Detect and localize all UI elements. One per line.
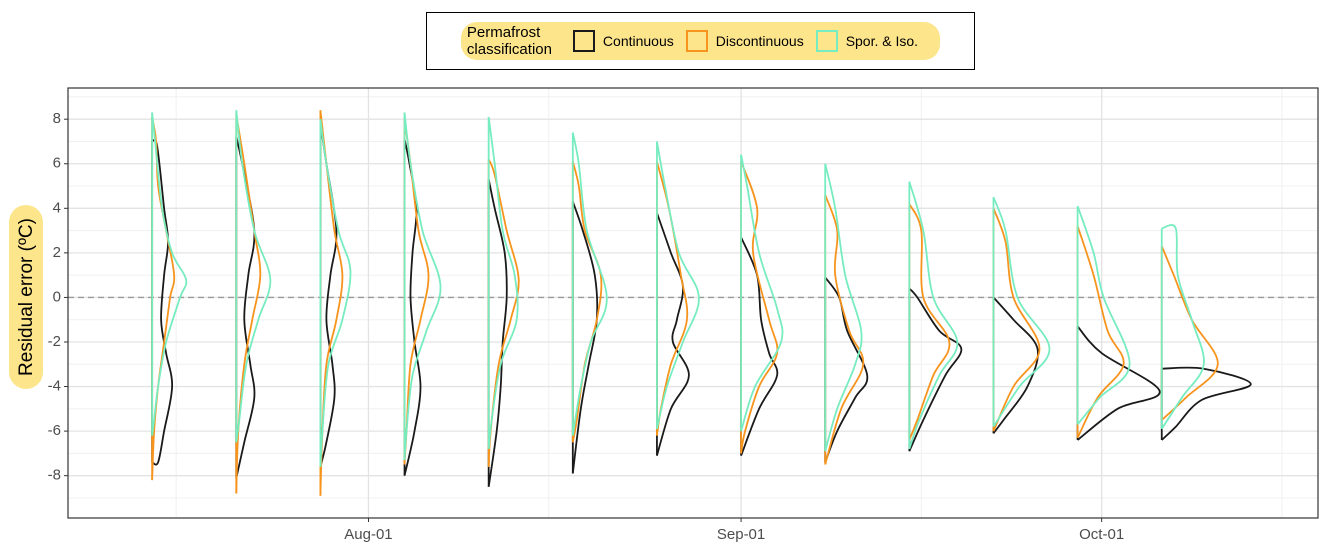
violin-outline — [908, 203, 951, 441]
y-tick-label: -2 — [48, 333, 61, 350]
x-tick-label: Aug-01 — [344, 526, 392, 542]
violin-outline — [992, 207, 1041, 432]
legend-swatch — [685, 30, 708, 52]
y-tick-label: 8 — [53, 110, 61, 127]
violin-outline — [571, 161, 603, 443]
legend: Permafrost classification Continuous Disc… — [426, 12, 975, 70]
violin-outline — [151, 138, 174, 466]
violin-outline — [403, 112, 442, 461]
violin-outline — [908, 181, 959, 450]
violin-outline — [740, 154, 784, 432]
x-tick-label: Oct-01 — [1079, 526, 1124, 542]
y-tick-label: 4 — [53, 199, 61, 216]
legend-item: Spor. & Iso. — [815, 30, 919, 52]
violin-outline — [1076, 205, 1131, 425]
y-axis-title-group: Residual error (ºC) — [9, 205, 43, 389]
legend-swatch — [572, 30, 595, 52]
violin-outline — [235, 110, 272, 443]
violin-outline — [824, 163, 863, 452]
legend-item: Discontinuous — [685, 30, 804, 52]
legend-keys: Continuous Discontinuous Spor. & Iso. — [572, 30, 930, 52]
violin-outline — [908, 287, 963, 452]
y-tick-label: 6 — [53, 155, 61, 172]
plot-background — [68, 88, 1318, 518]
y-tick-label: 0 — [53, 288, 61, 305]
y-tick-label: -6 — [48, 422, 61, 439]
violin-outline — [571, 132, 608, 436]
violin-outline — [319, 119, 352, 467]
violin-outline — [151, 112, 188, 436]
legend-label: Discontinuous — [715, 33, 804, 49]
violin-outline — [1161, 224, 1205, 430]
violin-outline — [824, 194, 865, 465]
x-tick-label: Sep-01 — [717, 526, 765, 542]
violin-outline — [487, 179, 508, 487]
y-tick-label: -8 — [48, 467, 61, 484]
legend-item: Continuous — [572, 30, 674, 52]
violin-outline — [656, 141, 700, 430]
y-tick-label: -4 — [48, 378, 61, 395]
legend-body: Permafrost classification Continuous Disc… — [460, 22, 941, 60]
legend-title: Permafrost classification — [466, 24, 552, 58]
violin-outline — [1076, 325, 1161, 441]
legend-swatch — [815, 30, 838, 52]
legend-label: Spor. & Iso. — [845, 33, 919, 49]
violin-outline — [1160, 245, 1219, 421]
violin-outline — [992, 296, 1039, 434]
legend-label: Continuous — [602, 33, 674, 49]
y-axis-title-bg — [9, 205, 43, 389]
violin-outline — [656, 212, 690, 456]
violin-outline — [740, 161, 779, 454]
plot-border — [67, 87, 1319, 519]
violin-outline — [1161, 366, 1252, 441]
violin-outline — [487, 116, 519, 449]
y-axis-title: Residual error (ºC) — [16, 218, 37, 376]
y-tick-label: 2 — [53, 244, 61, 261]
violin-outline — [992, 196, 1051, 428]
